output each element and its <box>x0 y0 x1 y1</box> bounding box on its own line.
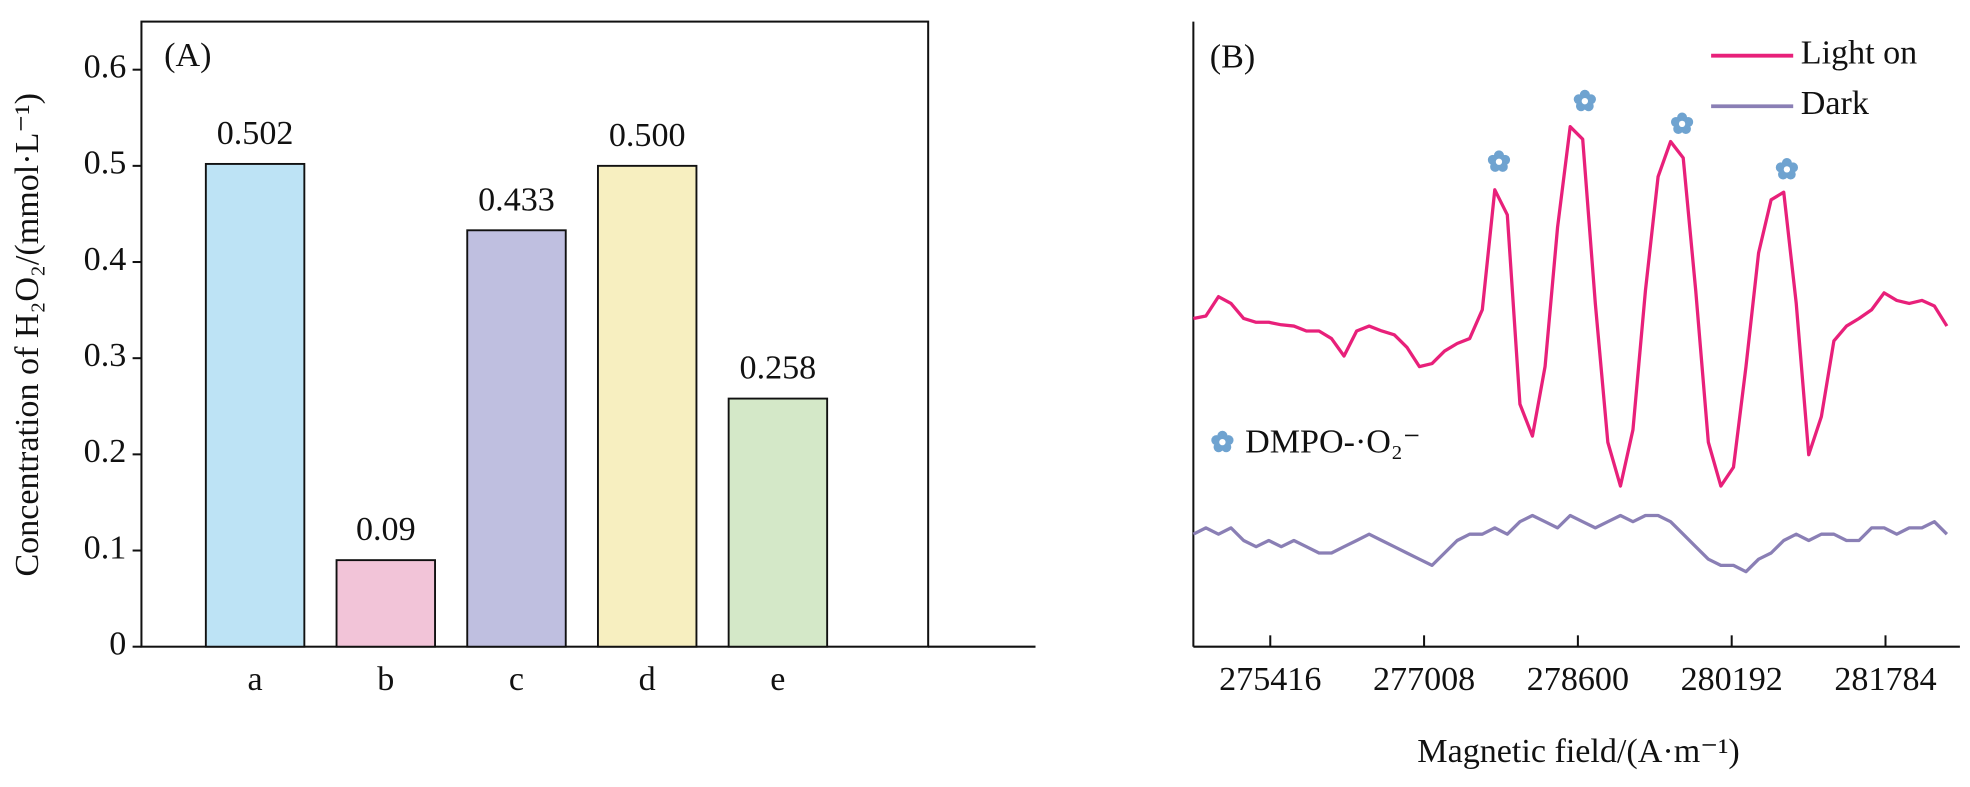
x-tick-label: 278600 <box>1527 661 1629 698</box>
x-tick-label: b <box>377 661 394 698</box>
x-tick-label: 277008 <box>1373 661 1475 698</box>
bar <box>466 229 567 648</box>
annotation-marker <box>1211 430 1234 453</box>
peak-marker <box>1573 89 1596 112</box>
legend-label: Dark <box>1801 85 1870 122</box>
panel-label: (A) <box>164 37 211 74</box>
x-tick-label: e <box>770 661 785 698</box>
y-tick-label: 0.5 <box>84 145 127 182</box>
x-tick-label: c <box>509 661 524 698</box>
legend-label: Light on <box>1801 35 1917 72</box>
y-tick-label: 0 <box>109 626 126 663</box>
y-tick-label: 0.3 <box>84 337 127 374</box>
value-label: 0.500 <box>609 117 686 154</box>
x-tick-label: 281784 <box>1834 661 1936 698</box>
y-tick-label: 0.2 <box>84 433 127 470</box>
value-label: 0.258 <box>740 350 817 387</box>
y-axis-label: Concentration of H₂O₂/(mmol·L⁻¹) <box>9 93 46 577</box>
value-label: 0.433 <box>478 181 555 218</box>
value-label: 0.09 <box>356 511 416 548</box>
y-tick-label: 0.6 <box>84 49 127 86</box>
series-line <box>1193 125 1949 488</box>
series-line <box>1192 513 1949 574</box>
panel-label: (B) <box>1210 38 1255 75</box>
value-label: 0.502 <box>217 115 294 152</box>
y-tick-label: 0.1 <box>84 529 127 566</box>
peak-marker <box>1775 157 1799 180</box>
x-axis-label: Magnetic field/(A·m⁻¹) <box>1417 733 1740 770</box>
y-tick-label: 0.4 <box>84 241 127 278</box>
peak-marker <box>1487 150 1511 172</box>
bar <box>727 397 829 648</box>
x-tick-label: 280192 <box>1681 661 1783 698</box>
bar <box>596 164 698 648</box>
peak-marker <box>1670 112 1694 134</box>
x-tick-label: a <box>248 661 263 698</box>
bar <box>335 559 436 648</box>
annotation: DMPO-·O₂⁻ <box>1245 423 1421 460</box>
bar <box>204 162 306 648</box>
x-tick-label: 275416 <box>1219 661 1321 698</box>
x-tick-label: d <box>639 661 656 698</box>
